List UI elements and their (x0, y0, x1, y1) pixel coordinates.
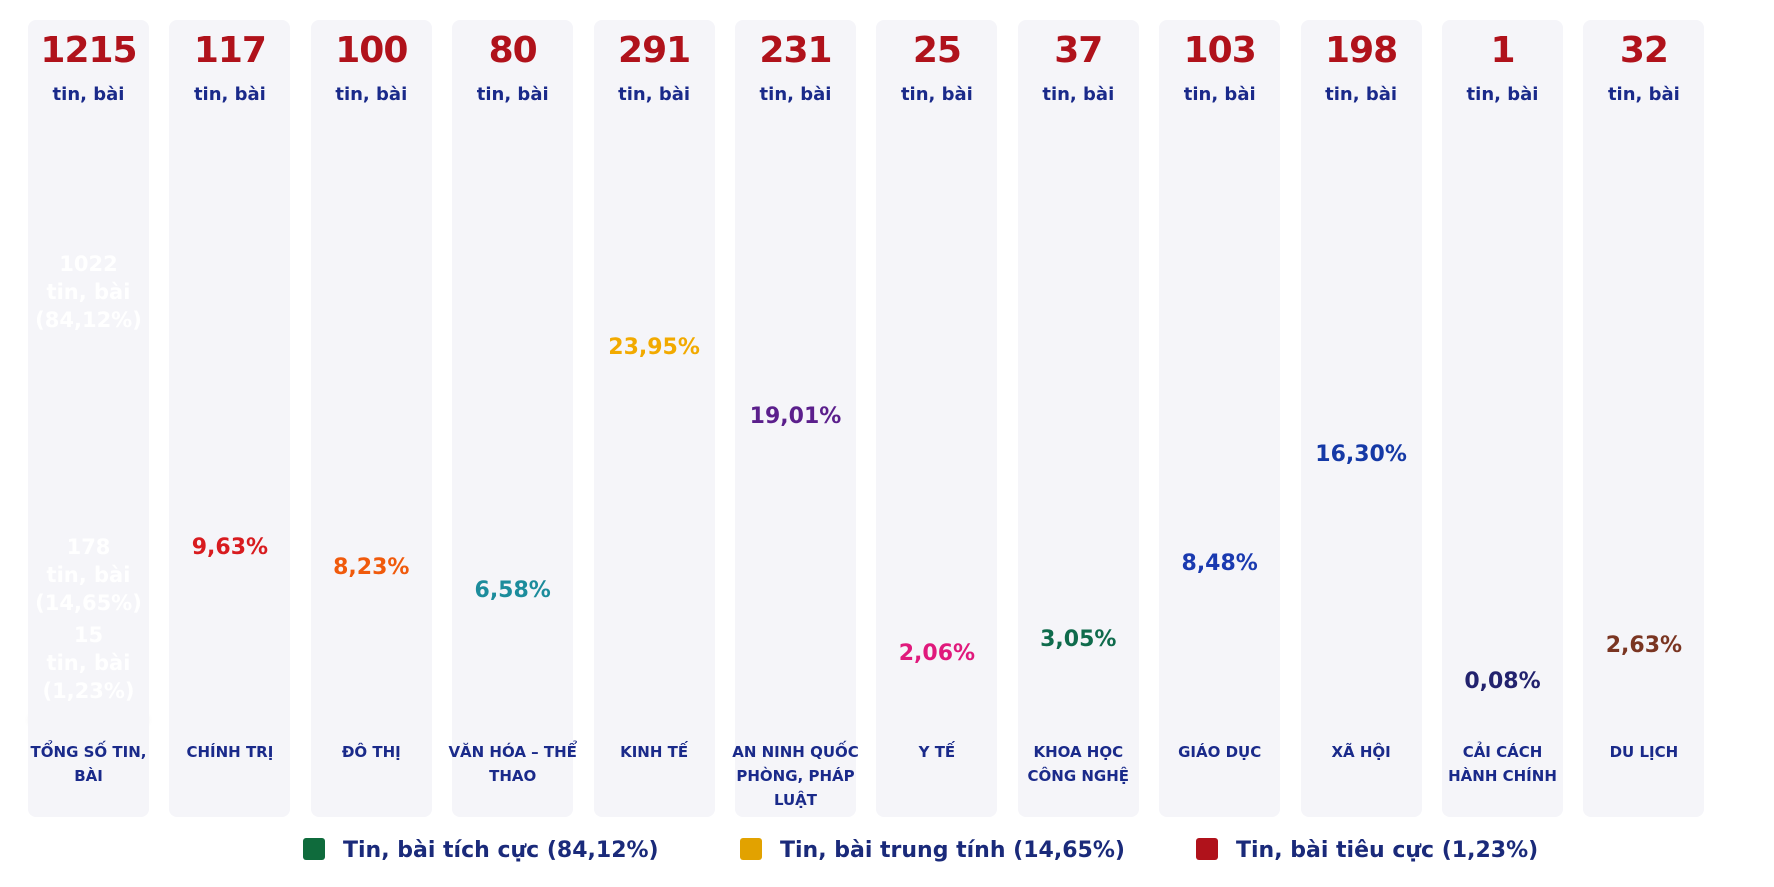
column-panel (876, 20, 998, 817)
unit-label: tin, bài (193, 84, 266, 105)
total-count: 25 (912, 30, 962, 71)
category-label: CHÍNH TRỊ (186, 743, 274, 761)
stack-label: 178 tin, bài (14,65%) (28, 533, 149, 617)
unit-label: tin, bài (900, 84, 973, 105)
column-panel (735, 20, 856, 817)
unit-label: tin, bài (1042, 84, 1115, 105)
category-label: KINH TẾ (620, 743, 689, 761)
stack-value: 15 (73, 623, 104, 647)
legend-name: Tin, bài tích cực (343, 838, 540, 863)
stack-label: 1022 tin, bài (84,12%) (28, 250, 149, 334)
category-label: XÃ HỘI (1331, 743, 1391, 761)
category-label: KHOA HỌC CÔNG NGHỆ (1027, 743, 1130, 785)
stack-share: (14,65%) (35, 591, 142, 615)
total-count: 231 (759, 30, 832, 71)
share-label: 8,48% (1181, 551, 1258, 577)
share-label: 8,23% (333, 554, 410, 580)
column-panel (593, 20, 715, 817)
stack-value: 178 (66, 535, 111, 559)
category-label: ĐÔ THỊ (341, 743, 401, 761)
share-label: 23,95% (608, 334, 700, 360)
category-label: CẢI CÁCH HÀNH CHÍNH (1448, 743, 1557, 785)
total-count: 80 (488, 30, 538, 71)
share-label: 0,08% (1464, 668, 1541, 694)
legend-name: Tin, bài trung tính (780, 838, 1006, 863)
category-label: TỔNG SỐ TIN, BÀI (30, 743, 147, 785)
total-count: 291 (618, 30, 691, 71)
category-label: VĂN HÓA – THỂ THAO (448, 743, 577, 785)
category-label: AN NINH QUỐC PHÒNG, PHÁP LUẬT (732, 743, 859, 809)
stack-share: (1,23%) (42, 679, 135, 703)
unit-label: tin, bài (1466, 84, 1539, 105)
share-label: 3,05% (1040, 627, 1117, 653)
legend-item: Tin, bài tiêu cực (1,23%) (1196, 838, 1538, 863)
stack-unit: tin, bài (46, 563, 131, 587)
column-panel (452, 20, 574, 817)
legend-share: (1,23%) (1441, 838, 1539, 863)
unit-label: tin, bài (1325, 84, 1398, 105)
share-label: 6,58% (474, 577, 551, 603)
unit-label: tin, bài (1607, 84, 1680, 105)
share-label: 2,63% (1605, 633, 1683, 659)
column-panel (1442, 20, 1563, 817)
column-panel (1159, 20, 1281, 817)
column-panel (1017, 20, 1139, 817)
unit-label: tin, bài (476, 84, 549, 105)
total-count: 37 (1054, 30, 1103, 71)
legend-share: (14,65%) (1013, 838, 1125, 863)
legend-name: Tin, bài tiêu cực (1236, 838, 1435, 863)
column-panel (1300, 20, 1422, 817)
stack-value: 1022 (59, 252, 118, 276)
category-label: DU LỊCH (1609, 743, 1679, 761)
unit-label: tin, bài (335, 84, 408, 105)
total-count: 117 (193, 30, 267, 71)
total-count: 32 (1619, 30, 1669, 71)
share-label: 2,06% (898, 641, 976, 667)
column-panel (310, 20, 432, 817)
legend-swatch (303, 838, 325, 860)
stack-share: (84,12%) (35, 308, 142, 332)
column-panel (1583, 20, 1705, 817)
column-panel (28, 20, 149, 817)
stack-unit: tin, bài (46, 651, 131, 675)
share-label: 16,30% (1315, 441, 1407, 467)
column-panel (169, 20, 291, 817)
legend-swatch (1196, 838, 1218, 860)
total-count: 198 (1325, 30, 1398, 71)
category-label: Y TẾ (918, 743, 956, 761)
unit-label: tin, bài (759, 84, 832, 105)
legend-swatch (740, 838, 762, 860)
share-label: 19,01% (749, 403, 842, 429)
stack-label: 15 tin, bài (1,23%) (28, 621, 149, 705)
legend-share: (84,12%) (546, 838, 659, 863)
share-label: 9,63% (191, 535, 269, 561)
total-count: 103 (1183, 30, 1257, 71)
total-count: 100 (335, 30, 408, 71)
stack-unit: tin, bài (46, 280, 131, 304)
legend-item: Tin, bài tích cực (84,12%) (303, 838, 659, 863)
unit-label: tin, bài (1183, 84, 1256, 105)
category-label: GIÁO DỤC (1178, 743, 1262, 761)
total-count: 1 (1490, 30, 1515, 71)
legend-item: Tin, bài trung tính (14,65%) (740, 838, 1125, 863)
unit-label: tin, bài (618, 84, 691, 105)
total-count: 1215 (40, 30, 137, 71)
unit-label: tin, bài (52, 84, 125, 105)
